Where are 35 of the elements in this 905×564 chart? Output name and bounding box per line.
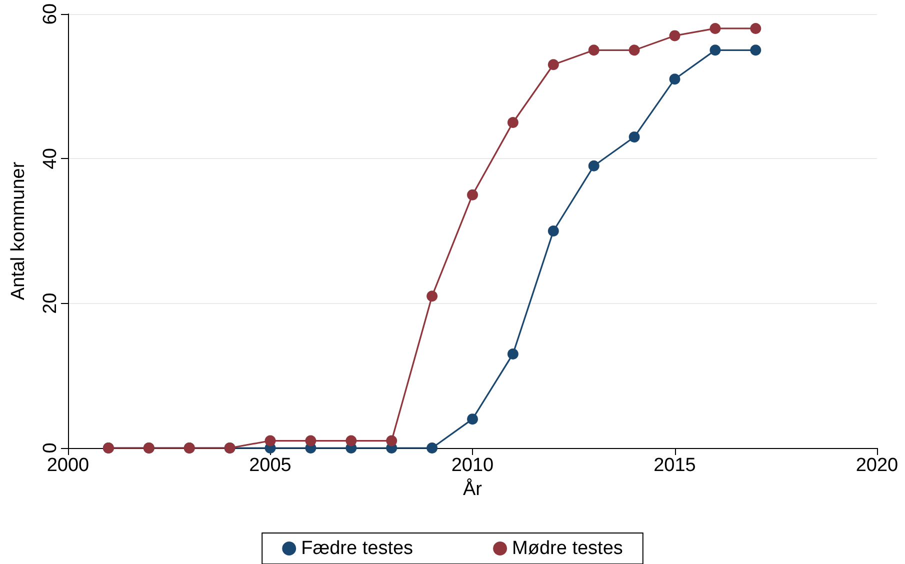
y-tick-label: 20 — [40, 292, 61, 314]
x-tick-label: 2010 — [451, 455, 494, 476]
x-tick-label: 2020 — [856, 455, 898, 476]
point — [710, 22, 721, 34]
point — [386, 435, 398, 446]
point — [669, 74, 680, 85]
point — [628, 44, 640, 56]
y-tick-label: 0 — [40, 442, 61, 454]
point — [588, 160, 600, 172]
y-tick-label: 60 — [40, 3, 61, 25]
legend-label: Fædre testes — [301, 538, 414, 559]
point — [264, 435, 276, 446]
y-axis-title: Antal kommuner — [8, 161, 29, 300]
point — [628, 131, 640, 142]
point — [426, 290, 438, 302]
point — [669, 30, 680, 42]
point — [548, 59, 559, 70]
x-axis-title: År — [463, 478, 483, 500]
point — [467, 414, 478, 425]
point — [507, 117, 518, 128]
point — [305, 435, 316, 446]
point — [548, 226, 559, 236]
point — [588, 44, 600, 56]
point — [467, 189, 478, 200]
point — [507, 348, 518, 360]
point — [710, 44, 721, 56]
x-tick-label: 2000 — [46, 455, 90, 476]
point — [346, 435, 357, 446]
point — [426, 442, 438, 454]
legend-label: Mødre testes — [512, 538, 623, 559]
y-tick-label: 40 — [40, 148, 61, 170]
x-tick-label: 2015 — [654, 455, 696, 476]
point — [750, 44, 762, 56]
point — [750, 22, 762, 34]
x-tick-label: 2005 — [249, 455, 292, 476]
